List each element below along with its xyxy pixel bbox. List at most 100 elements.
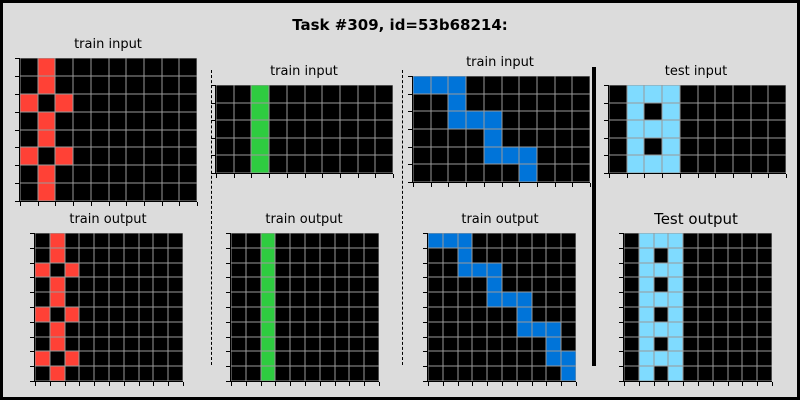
- test-input-cell: [768, 102, 786, 121]
- axis-tick: [408, 93, 412, 95]
- axis-tick: [30, 321, 34, 323]
- pair2-output-cell: [364, 307, 379, 322]
- axis-tick: [604, 137, 608, 139]
- axis-tick: [260, 382, 262, 386]
- pair1-output-cell: [64, 351, 80, 367]
- pair2-input-cell: [339, 102, 358, 121]
- pair1-output-cell: [123, 351, 139, 367]
- pair2-input-cell: [322, 155, 340, 173]
- pair3-output-grid: [427, 233, 576, 382]
- axis-tick: [604, 173, 608, 174]
- pair1-input-cell: [73, 129, 91, 148]
- test-output-cell: [653, 366, 669, 381]
- pair2-output-cell: [290, 277, 305, 293]
- axis-tick: [466, 183, 468, 187]
- axis-tick: [339, 174, 341, 178]
- pair1-input-cell: [179, 111, 197, 130]
- pair3-output-cell: [546, 307, 562, 322]
- axis-tick: [408, 146, 412, 148]
- axis-tick: [216, 174, 217, 178]
- pair1-output-cell: [109, 292, 124, 307]
- axis-tick: [604, 155, 608, 157]
- test-output-cell: [712, 262, 728, 278]
- pair2-input-cell: [339, 137, 358, 156]
- test-input-cell: [609, 85, 627, 103]
- axis-tick: [49, 382, 51, 386]
- pair3-output-cell: [561, 277, 576, 293]
- test-input-cell: [715, 137, 733, 156]
- pair1-output-cell: [49, 277, 65, 293]
- pair3-input-cell: [448, 164, 467, 182]
- pair3-output-cell: [561, 233, 576, 248]
- pair1-input-cell: [20, 165, 38, 184]
- test-input-label: test input: [664, 64, 728, 79]
- pair2-output-cell: [349, 292, 365, 307]
- axis-tick: [576, 382, 577, 386]
- test-output-cell: [727, 262, 743, 278]
- pair2-output-cell: [334, 277, 350, 293]
- pair2-output-cell: [260, 292, 276, 307]
- pair1-input-cell: [126, 129, 144, 148]
- axis-tick: [357, 174, 359, 178]
- axis-tick: [108, 202, 110, 206]
- test-input-cell: [609, 155, 627, 173]
- axis-tick: [161, 202, 163, 206]
- pair1-output-cell: [49, 307, 65, 322]
- axis-tick: [226, 247, 230, 249]
- test-output-cell: [757, 366, 772, 381]
- pair2-input-cell: [251, 137, 270, 156]
- axis-tick: [742, 382, 744, 386]
- axis-tick: [423, 233, 427, 234]
- test-input-cell: [732, 155, 751, 173]
- test-input-cell: [679, 85, 698, 103]
- pair2-input-cell: [322, 120, 340, 138]
- pair1-input-cell: [73, 75, 91, 94]
- test-input-cell: [626, 155, 645, 173]
- test-output-cell: [668, 366, 684, 381]
- pair1-input-cell: [20, 111, 38, 130]
- pair1-input-cell: [143, 75, 162, 94]
- pair1-output-cell: [153, 233, 169, 248]
- pair3-input-cell: [501, 164, 520, 182]
- pair3-output-cell: [516, 321, 532, 337]
- test-output-cell: [683, 336, 698, 352]
- pair3-input-cell: [466, 146, 484, 165]
- test-input-cell: [609, 137, 627, 156]
- axis-tick: [30, 262, 34, 264]
- pair1-input-cell: [20, 75, 38, 94]
- pair1-output-cell: [35, 247, 50, 263]
- test-input-cell: [697, 120, 716, 138]
- test-input-cell: [750, 120, 769, 138]
- axis-tick: [408, 129, 412, 130]
- test-input-cell: [768, 120, 786, 138]
- pair1-input-cell: [73, 165, 91, 184]
- pair3-input-cell: [413, 146, 431, 165]
- axis-tick: [30, 351, 34, 353]
- pair3-output-cell: [561, 247, 576, 263]
- test-output-cell: [653, 292, 669, 307]
- pair2-output-cell: [364, 336, 379, 352]
- pair1-input-cell: [143, 147, 162, 166]
- axis-tick: [516, 382, 518, 386]
- pair3-output-cell: [561, 351, 576, 367]
- pair2-output-cell: [290, 262, 305, 278]
- test-output-cell: [698, 351, 713, 367]
- pair2-output-cell: [334, 351, 350, 367]
- pair3-input-cell: [519, 93, 537, 112]
- pair1-input-cell: [161, 183, 180, 201]
- pair1-output-cell: [94, 247, 109, 263]
- pair2-output-cell: [319, 321, 335, 337]
- pair3-input-cell: [501, 128, 520, 147]
- pair3-input-cell: [501, 111, 520, 129]
- pair1-output-cell: [35, 262, 50, 278]
- pair1-output-cell: [35, 336, 50, 352]
- pair3-input-cell: [448, 111, 467, 129]
- pair1-input-cell: [108, 111, 127, 130]
- pair1-output-cell: [49, 233, 65, 248]
- pair1-output-cell: [138, 233, 154, 248]
- axis-tick: [483, 183, 485, 187]
- pair3-output-cell: [531, 262, 547, 278]
- pair3-input-cell: [572, 111, 590, 129]
- pair3-output-cell: [472, 262, 488, 278]
- pair3-input-cell: [519, 76, 537, 94]
